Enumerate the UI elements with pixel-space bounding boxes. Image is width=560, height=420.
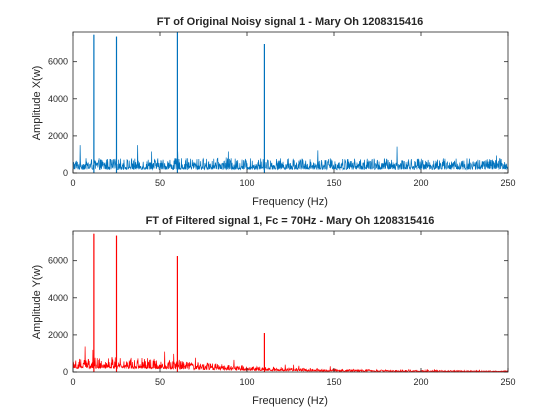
top-chart-ytick-label: 6000 xyxy=(48,57,68,67)
bottom-chart-title: FT of Filtered signal 1, Fc = 70Hz - Mar… xyxy=(146,215,435,227)
top-chart-spectrum-line xyxy=(72,31,509,171)
top-chart-ytick-label: 0 xyxy=(63,168,68,178)
bottom-chart-xtick-label: 200 xyxy=(413,377,428,387)
top-chart-ytick-label: 4000 xyxy=(48,94,68,104)
top-chart-panel: FT of Original Noisy signal 1 - Mary Oh … xyxy=(31,16,516,208)
bottom-chart-xlabel: Frequency (Hz) xyxy=(252,395,328,407)
bottom-chart-xtick-label: 150 xyxy=(326,377,341,387)
bottom-chart-ylabel: Amplitude Y(w) xyxy=(31,265,43,339)
bottom-chart-ytick-label: 4000 xyxy=(48,293,68,303)
top-chart-xtick-label: 100 xyxy=(239,178,254,188)
top-chart-xtick-label: 250 xyxy=(500,178,515,188)
top-chart-title: FT of Original Noisy signal 1 - Mary Oh … xyxy=(157,16,424,28)
top-chart-series-lines xyxy=(72,31,509,173)
top-chart-ylabel: Amplitude X(w) xyxy=(31,66,43,141)
bottom-chart-ticks: 0 50 100 150 200 250 0 2000 4000 6000 xyxy=(48,231,516,387)
bottom-chart-spectrum-line xyxy=(72,233,509,373)
top-chart-ytick-label: 2000 xyxy=(48,131,68,141)
bottom-chart-axes xyxy=(72,230,509,373)
bottom-chart-xtick-label: 0 xyxy=(70,377,75,387)
top-chart-xtick-label: 150 xyxy=(326,178,341,188)
top-chart-xtick-label: 50 xyxy=(155,178,165,188)
bottom-chart-xtick-label: 100 xyxy=(239,377,254,387)
top-chart-ticks: 0 50 100 150 200 250 0 2000 4000 6000 xyxy=(48,32,516,188)
bottom-chart-ytick-label: 0 xyxy=(63,367,68,377)
bottom-chart-ytick-label: 6000 xyxy=(48,256,68,266)
bottom-chart-xtick-label: 50 xyxy=(155,377,165,387)
bottom-chart-axes-box xyxy=(72,230,509,373)
top-chart-axes-box xyxy=(72,31,509,174)
bottom-chart-series-lines xyxy=(72,233,509,373)
top-chart-axes xyxy=(72,31,509,174)
top-chart-xlabel: Frequency (Hz) xyxy=(252,196,328,208)
top-chart-xtick-label: 200 xyxy=(413,178,428,188)
bottom-chart-panel: FT of Filtered signal 1, Fc = 70Hz - Mar… xyxy=(31,215,516,407)
bottom-chart-ytick-label: 2000 xyxy=(48,330,68,340)
top-chart-xtick-label: 0 xyxy=(70,178,75,188)
bottom-chart-xtick-label: 250 xyxy=(500,377,515,387)
